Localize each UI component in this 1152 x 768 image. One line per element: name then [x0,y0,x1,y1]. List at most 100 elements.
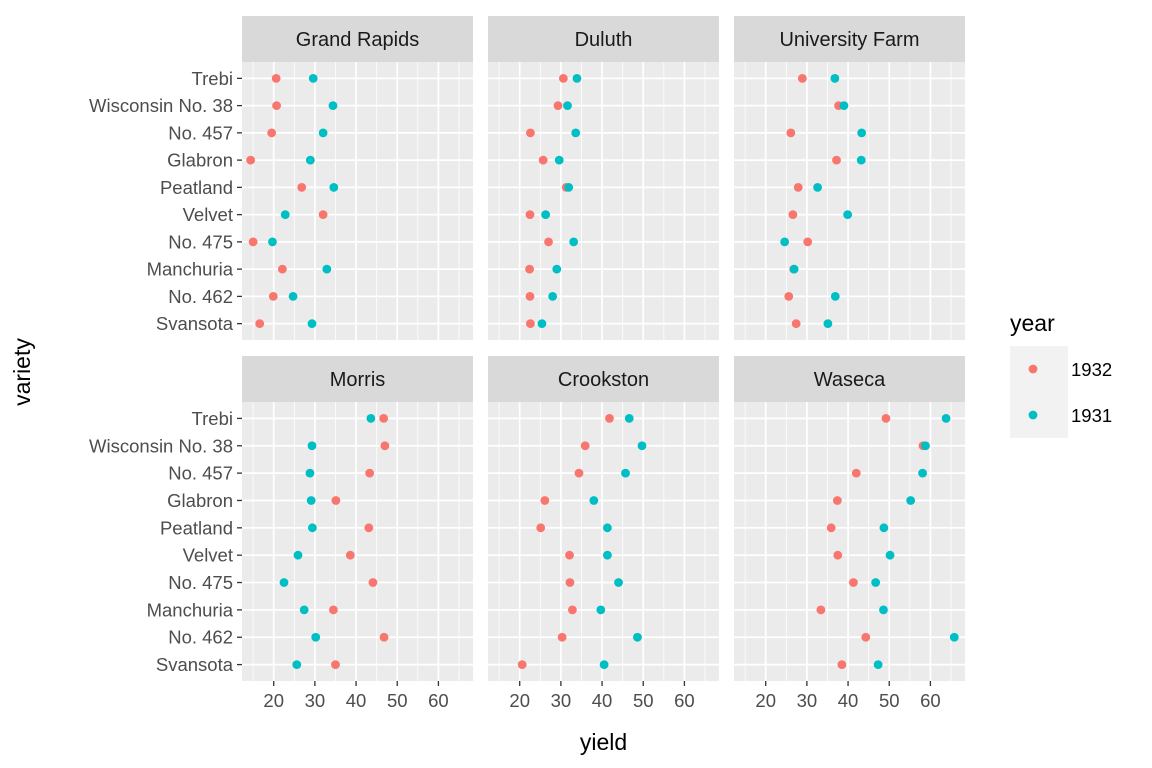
point-1932-glabron [538,155,548,165]
legend-key-1932 [1028,364,1038,374]
point-1932-no-475 [248,237,258,247]
panel-background [242,402,473,681]
point-1932-no-475 [565,578,575,587]
point-1932-svansota [526,319,535,329]
point-1931-peatland [308,523,317,533]
y-tick-label: Glabron [167,490,233,511]
legend-items: 1932 1931 [1028,359,1112,426]
point-1932-peatland [364,523,374,533]
legend-title: year [1010,310,1055,336]
point-1932-trebi [605,414,614,423]
point-1932-no-462 [379,632,389,642]
point-1931-velvet [280,210,290,220]
point-1931-no-475 [268,237,277,247]
point-1932-manchuria [568,605,577,615]
panel-grand-rapids: Grand Rapids Trebi Wisconsin No. 38 No. 457… [89,16,473,340]
point-1932-glabron [832,155,841,165]
point-1931-no-462 [288,291,298,301]
y-axis-title: variety [9,338,35,406]
panel-duluth: Duluth [488,16,719,340]
point-1932-no-475 [849,578,858,587]
point-1932-velvet [318,210,328,220]
point-1931-glabron [554,155,564,165]
point-1931-manchuria [596,605,606,615]
panel-strip-label: Grand Rapids [296,29,419,51]
panels-layer: Grand Rapids Trebi Wisconsin No. 38 No. 457… [89,16,965,711]
point-1931-trebi [308,73,318,83]
point-1931-no-462 [311,632,321,642]
point-1932-svansota [255,319,265,329]
point-1932-wisconsin-no-38 [580,441,590,451]
point-1932-peatland [826,523,836,533]
x-tick-label: 60 [428,690,449,711]
point-1932-no-462 [784,291,794,301]
x-tick-label: 40 [838,690,859,711]
point-1932-no-462 [268,291,278,301]
point-1932-no-462 [861,632,871,642]
point-1931-no-475 [614,578,623,587]
point-1931-manchuria [299,605,309,615]
point-1932-svansota [791,319,801,329]
y-tick-label: Peatland [160,517,233,538]
point-1931-no-457 [571,128,581,138]
x-tick-label: 50 [879,690,900,711]
y-tick-label: No. 475 [168,572,233,593]
y-tick-label: Velvet [183,204,233,225]
point-1932-velvet [525,210,535,220]
x-tick-label: 60 [920,690,941,711]
x-tick-label: 20 [755,690,776,711]
point-1932-manchuria [329,605,338,615]
panel-strip-label: Crookston [558,369,649,391]
point-1932-glabron [540,496,550,505]
point-1931-glabron [906,496,916,505]
point-1931-trebi [830,73,840,83]
x-tick-label: 40 [346,690,367,711]
legend-label-1932: 1932 [1071,359,1112,380]
x-axis-title: yield [580,729,627,755]
point-1931-glabron [306,496,316,505]
point-1931-velvet [843,210,853,220]
point-1932-trebi [797,73,807,83]
point-1931-trebi [572,73,582,83]
x-tick-label: 50 [387,690,408,711]
point-1932-peatland [536,523,546,533]
x-tick-label: 60 [674,690,695,711]
point-1932-no-475 [368,578,378,587]
panel-strip [488,16,719,62]
point-1932-svansota [517,660,527,669]
point-1931-no-462 [830,291,840,301]
legend-label-1931: 1931 [1071,405,1112,426]
point-1932-peatland [297,182,307,192]
point-1931-wisconsin-no-38 [563,101,572,111]
legend-key-background [1010,346,1068,438]
point-1931-svansota [823,319,833,329]
point-1932-no-475 [544,237,553,247]
panel-crookston: Crookston 20 30 40 50 60 [488,356,719,711]
point-1931-no-457 [305,468,315,478]
point-1932-no-462 [557,632,567,642]
point-1932-no-457 [267,128,277,138]
point-1931-no-475 [780,237,790,247]
point-1931-peatland [603,523,612,533]
panel-morris: Morris Trebi Wisconsin No. 38 No. 457 Glabro… [89,356,473,711]
point-1931-svansota [307,319,317,329]
point-1932-glabron [246,155,256,165]
point-1931-velvet [293,550,303,560]
point-1932-manchuria [277,264,287,274]
y-tick-label: No. 475 [168,231,233,252]
panel-background [488,402,719,681]
point-1932-velvet [788,210,798,220]
panel-background [242,62,473,340]
point-1931-wisconsin-no-38 [637,441,647,451]
y-tick-label: Wisconsin No. 38 [89,95,233,116]
point-1932-wisconsin-no-38 [272,101,281,111]
point-1932-peatland [793,182,803,192]
point-1931-svansota [599,660,609,669]
point-1932-manchuria [816,605,826,615]
y-tick-label: No. 462 [168,627,233,648]
point-1931-no-475 [871,578,881,587]
point-1931-svansota [537,319,547,329]
x-tick-label: 30 [551,690,572,711]
y-tick-label: Svansota [156,313,234,334]
point-1931-manchuria [789,264,799,274]
